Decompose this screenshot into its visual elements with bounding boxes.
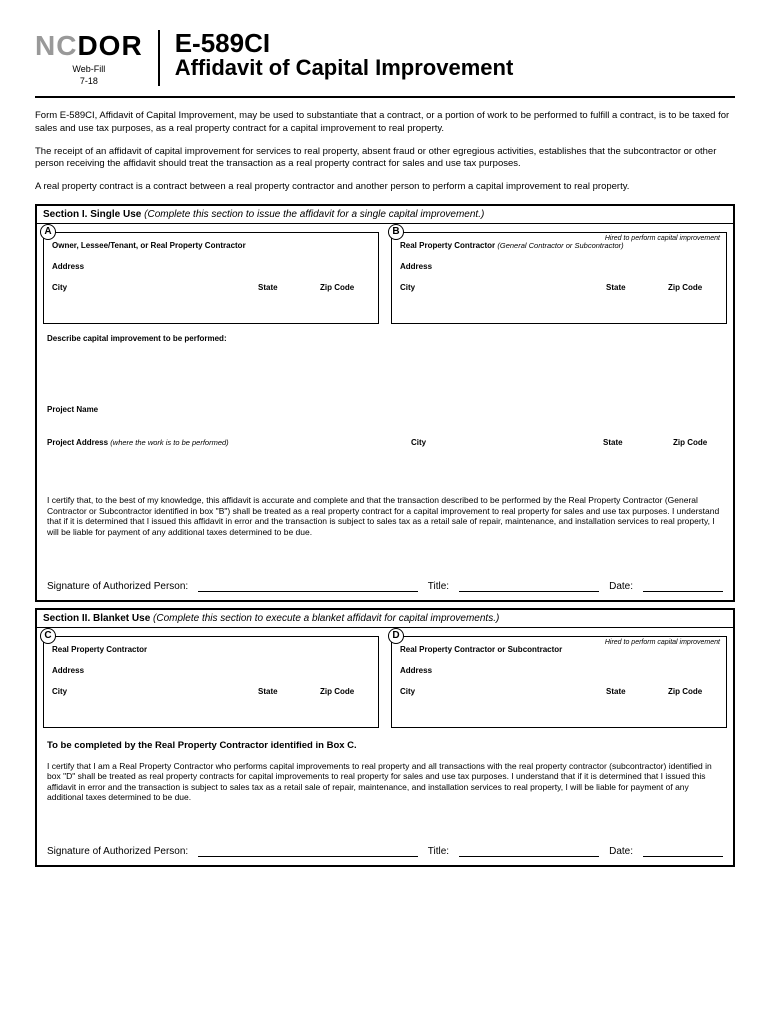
s2-date-line[interactable] [643,845,723,857]
box-a-state-label: State [258,283,308,292]
s2-sig-label: Signature of Authorized Person: [47,846,188,857]
box-b-contractor-text: Real Property Contractor [400,241,495,250]
box-c-city-label: City [52,687,246,696]
describe-label: Describe capital improvement to be perfo… [47,334,723,343]
s2-title-line[interactable] [459,845,599,857]
box-b-hired-note: Hired to perform capital improvement [605,235,720,242]
box-a-zip-label: Zip Code [320,283,370,292]
box-d-state-label: State [606,687,656,696]
web-fill-label: Web-Fill [72,64,105,74]
describe-block: Describe capital improvement to be perfo… [37,328,733,399]
box-b-state-label: State [606,283,656,292]
badge-d: D [388,628,404,644]
section-1-title: Section I. Single Use [43,209,141,220]
box-a-owner-label: Owner, Lessee/Tenant, or Real Property C… [52,241,370,250]
title-block: E-589CI Affidavit of Capital Improvement [175,30,735,80]
revision-date: 7-18 [80,76,98,86]
box-c-address-label: Address [52,666,370,675]
box-d-city-label: City [400,687,594,696]
section-2-header: Section II. Blanket Use (Complete this s… [37,610,733,628]
box-c: C Real Property Contractor Address City … [43,636,379,728]
s2-title-label: Title: [428,846,449,857]
section-1-boxes: A Owner, Lessee/Tenant, or Real Property… [37,224,733,328]
ncdor-logo: NCDOR [35,30,143,62]
intro-p2: The receipt of an affidavit of capital i… [35,146,735,172]
form-title: Affidavit of Capital Improvement [175,56,735,80]
section-1-sig-row: Signature of Authorized Person: Title: D… [37,570,733,600]
s1-date-label: Date: [609,581,633,592]
badge-a: A [40,224,56,240]
box-a: A Owner, Lessee/Tenant, or Real Property… [43,232,379,324]
project-address-row: Project Address (where the work is to be… [37,434,733,463]
project-zip-label: Zip Code [673,438,723,447]
logo-nc: NC [35,30,77,61]
box-b: B Hired to perform capital improvement R… [391,232,727,324]
section-1-subtitle: (Complete this section to issue the affi… [144,209,484,220]
box-b-city-label: City [400,283,594,292]
section-1-cert: I certify that, to the best of my knowle… [37,487,733,546]
project-city-label: City [411,438,583,447]
s1-date-line[interactable] [643,580,723,592]
box-d-address-label: Address [400,666,718,675]
box-c-zip-label: Zip Code [320,687,370,696]
box-d-hired-note: Hired to perform capital improvement [605,639,720,646]
project-name-row: Project Name [37,399,733,434]
box-d-zip-label: Zip Code [668,687,718,696]
s2-sig-line[interactable] [198,845,418,857]
section-1-header: Section I. Single Use (Complete this sec… [37,206,733,224]
box-c-label: Real Property Contractor [52,645,370,654]
box-d: D Hired to perform capital improvement R… [391,636,727,728]
badge-b: B [388,224,404,240]
form-code: E-589CI [175,30,735,56]
s1-sig-label: Signature of Authorized Person: [47,581,188,592]
section-2-cert: I certify that I am a Real Property Cont… [37,753,733,812]
box-b-address-label: Address [400,262,718,271]
logo-dor: DOR [77,30,142,61]
box-d-label: Real Property Contractor or Subcontracto… [400,645,718,654]
s1-sig-line[interactable] [198,580,418,592]
section-2-instr: To be completed by the Real Property Con… [37,732,733,753]
section-2-boxes: C Real Property Contractor Address City … [37,628,733,732]
s1-title-label: Title: [428,581,449,592]
logo-block: NCDOR Web-Fill 7-18 [35,30,160,86]
box-b-zip-label: Zip Code [668,283,718,292]
project-name-label: Project Name [47,405,723,414]
project-address-sub: (where the work is to be performed) [110,438,228,447]
section-1: Section I. Single Use (Complete this sec… [35,204,735,602]
box-b-contractor-sub: (General Contractor or Subcontractor) [497,241,623,250]
section-2-title: Section II. Blanket Use [43,613,150,624]
project-address-label: Project Address (where the work is to be… [47,438,391,447]
intro-p3: A real property contract is a contract b… [35,181,735,194]
form-header: NCDOR Web-Fill 7-18 E-589CI Affidavit of… [35,30,735,98]
box-a-address-label: Address [52,262,370,271]
s2-date-label: Date: [609,846,633,857]
section-2-sig-row: Signature of Authorized Person: Title: D… [37,835,733,865]
section-2: Section II. Blanket Use (Complete this s… [35,608,735,868]
badge-c: C [40,628,56,644]
project-address-text: Project Address [47,438,108,447]
box-b-contractor-label: Real Property Contractor (General Contra… [400,241,718,250]
intro-p1: Form E-589CI, Affidavit of Capital Impro… [35,110,735,136]
box-a-city-label: City [52,283,246,292]
project-state-label: State [603,438,653,447]
section-2-subtitle: (Complete this section to execute a blan… [153,613,499,624]
s1-title-line[interactable] [459,580,599,592]
box-c-state-label: State [258,687,308,696]
